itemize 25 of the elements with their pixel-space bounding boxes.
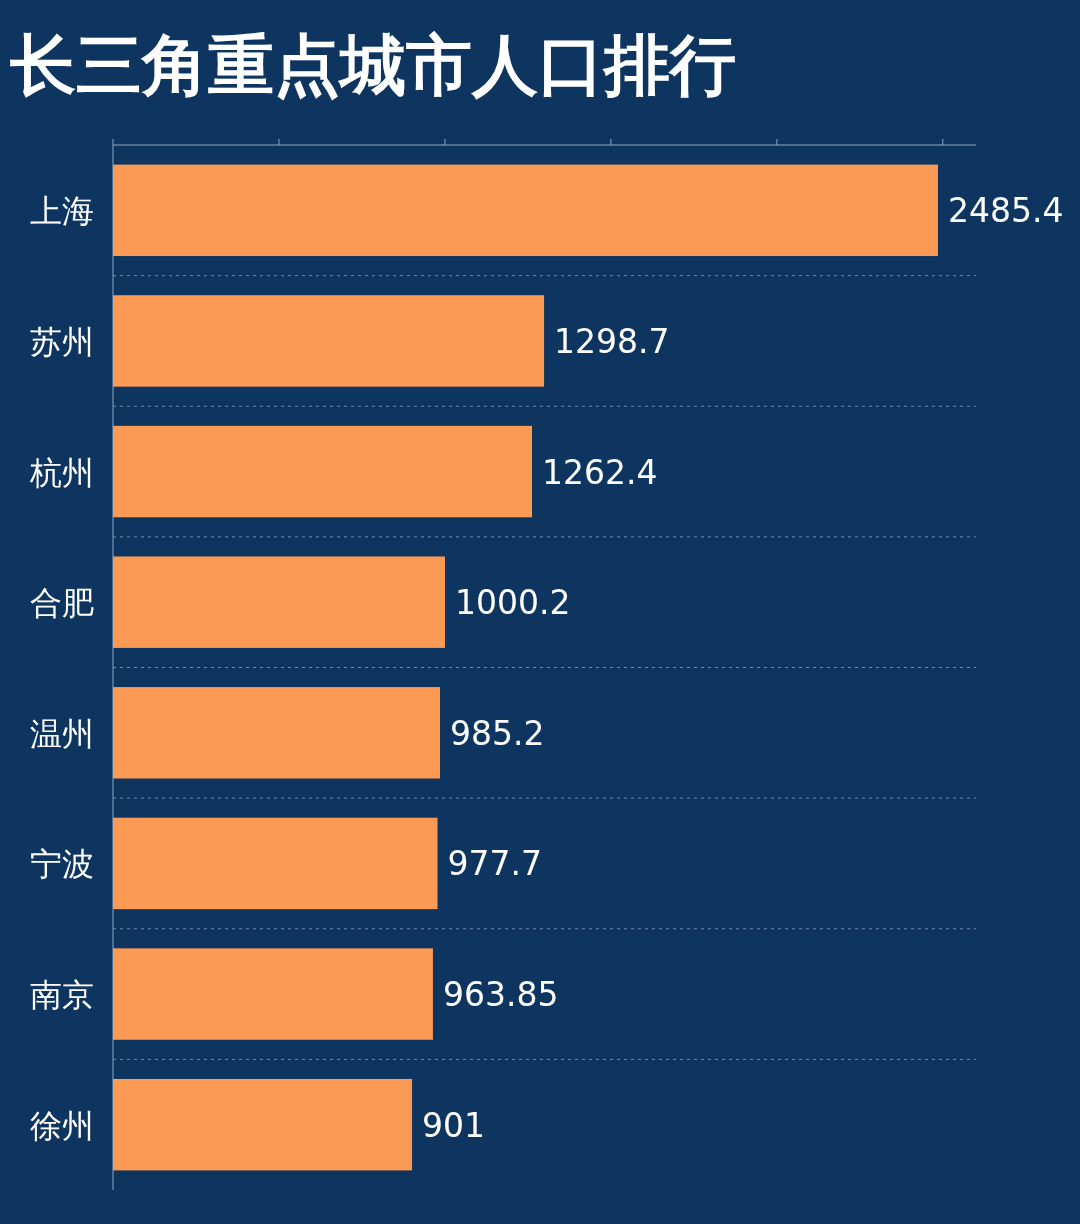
bar: [113, 164, 938, 257]
y-tick-label: 温州: [30, 714, 94, 753]
y-tick-label: 杭州: [29, 453, 94, 492]
data-label: 1298.7: [554, 321, 670, 361]
chart-title: 长三角重点城市人口排行: [9, 27, 736, 104]
bar: [113, 948, 433, 1040]
y-tick-label: 徐州: [30, 1106, 94, 1145]
data-label: 901: [422, 1105, 486, 1145]
bar: [113, 425, 533, 518]
data-label: 2485.4: [947, 191, 1064, 231]
bar: [113, 1078, 413, 1171]
y-tick-label: 宁波: [30, 845, 94, 884]
y-tick-label: 南京: [30, 976, 94, 1015]
data-label: 977.7: [447, 844, 543, 884]
bar: [113, 556, 445, 648]
data-label: 1262.4: [542, 452, 658, 492]
bar: [113, 295, 545, 387]
y-tick-label: 合肥: [30, 584, 94, 623]
bar: [113, 687, 441, 779]
bar: [113, 817, 438, 910]
data-label: 963.85: [442, 975, 559, 1015]
y-tick-label: 上海: [30, 192, 94, 231]
y-tick-label: 苏州: [30, 322, 94, 361]
data-label: 1000.2: [454, 583, 571, 623]
data-label: 985.2: [450, 713, 545, 753]
